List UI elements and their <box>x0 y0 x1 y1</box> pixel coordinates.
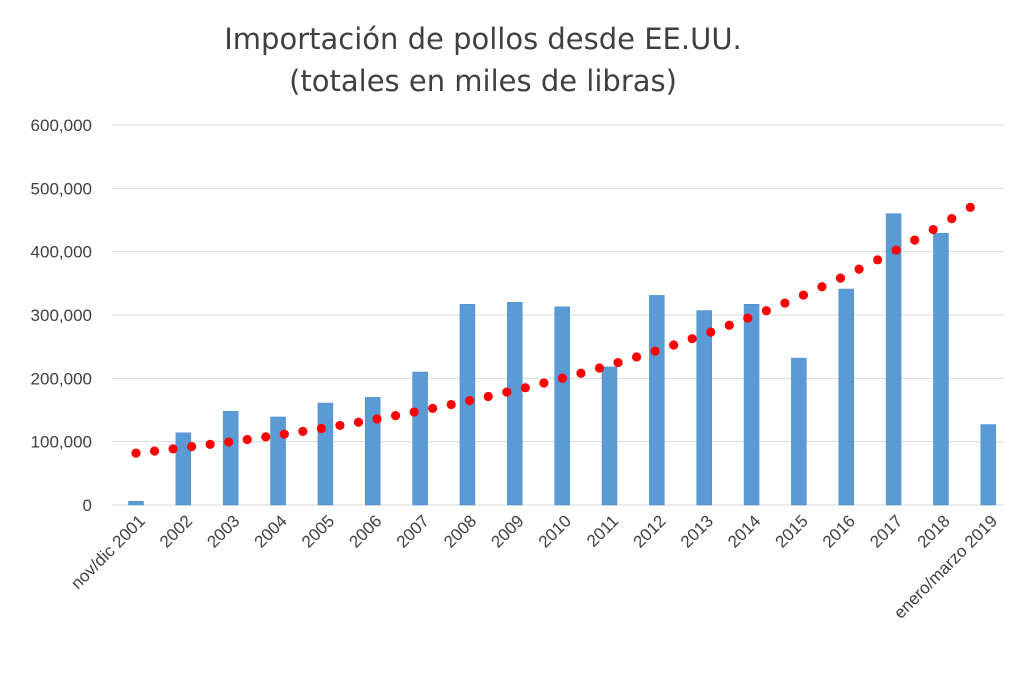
trendline-dot <box>724 320 734 330</box>
bar <box>696 310 712 506</box>
trendline-dot <box>928 224 938 235</box>
x-tick-label: 2016 <box>819 511 859 551</box>
trendline-dot <box>835 273 846 283</box>
trendline-dot <box>650 346 660 356</box>
chart-title-line1: Importación de pollos desde EE.UU. <box>224 22 742 56</box>
bar <box>507 302 523 506</box>
trendline-dot <box>502 387 512 397</box>
bar <box>791 357 807 506</box>
x-tick-label: 2002 <box>156 511 196 551</box>
y-tick-label: 300,000 <box>31 306 92 325</box>
trendline-dot <box>539 378 549 388</box>
trendline-dot <box>891 245 901 255</box>
trendline-dot <box>947 214 957 224</box>
x-tick-label: 2010 <box>535 511 575 551</box>
bar <box>838 288 854 506</box>
trendline-dot <box>242 434 252 445</box>
x-tick-label: 2006 <box>345 511 385 551</box>
bar <box>933 233 949 506</box>
trendline-dot <box>798 290 809 300</box>
y-tick-label: 100,000 <box>31 433 92 452</box>
x-axis-ticks: nov/dic 2001 2002 2003 2004 2005 2006 2007 2008… <box>67 511 1001 622</box>
trendline-dot <box>390 410 401 421</box>
bar <box>980 424 997 506</box>
x-tick-label: 2012 <box>629 511 669 551</box>
bar <box>412 371 428 506</box>
y-tick-label: 0 <box>83 496 92 515</box>
bar <box>743 303 760 506</box>
x-tick-label: 2018 <box>914 511 954 551</box>
x-tick-label: 2014 <box>724 511 764 551</box>
bar <box>554 306 570 506</box>
trendline-dot <box>483 391 493 402</box>
bar <box>459 303 476 506</box>
trendline-dot <box>594 363 605 373</box>
trendline-dot <box>372 414 382 424</box>
x-tick-label: nov/dic 2001 <box>67 511 149 593</box>
x-tick-label: 2013 <box>677 511 717 551</box>
trendline-dot <box>761 306 771 316</box>
y-axis-ticks: 0 100,000 200,000 300,000 400,000 500,000 600,… <box>31 116 92 515</box>
trendline-dot <box>780 298 790 308</box>
bars <box>128 213 997 506</box>
trendline-dot <box>817 282 827 292</box>
x-tick-label: 2008 <box>440 511 480 551</box>
bar <box>365 397 381 506</box>
bar <box>649 295 665 506</box>
trendline-dot <box>965 202 975 212</box>
bar <box>128 500 144 506</box>
trendline-dot <box>428 403 438 413</box>
y-tick-label: 600,000 <box>31 116 92 135</box>
chart-title-line2: (totales en miles de libras) <box>289 64 677 98</box>
trendline-dot <box>149 446 160 456</box>
x-tick-label: 2009 <box>487 511 527 551</box>
x-tick-label: 2004 <box>251 511 291 551</box>
trendline-dot <box>335 420 345 431</box>
x-tick-label: 2003 <box>203 511 243 551</box>
trendline-dot <box>205 439 215 449</box>
trendline-dot <box>520 383 530 393</box>
trendline-dot <box>131 448 141 458</box>
trendline-dot <box>409 407 419 417</box>
trendline <box>131 202 975 458</box>
trendline-dot <box>687 334 697 344</box>
bar <box>317 402 334 506</box>
trendline-dot <box>465 395 475 406</box>
y-tick-label: 500,000 <box>31 179 92 198</box>
trendline-dot <box>298 426 308 436</box>
trendline-dot <box>316 423 326 434</box>
trendline-dot <box>261 432 271 442</box>
trendline-dot <box>224 437 234 447</box>
bar <box>885 213 902 506</box>
bar <box>601 366 618 506</box>
y-tick-label: 400,000 <box>31 243 92 262</box>
bar <box>222 411 239 506</box>
x-tick-label: 2005 <box>298 511 338 551</box>
x-tick-label: 2017 <box>866 511 906 551</box>
trendline-dot <box>631 352 642 362</box>
trendline-dot <box>854 264 864 274</box>
chart-title: Importación de pollos desde EE.UU. (tota… <box>0 18 966 102</box>
trendline-dot <box>187 442 197 452</box>
trendline-dot <box>279 429 289 439</box>
trendline-dot <box>168 444 178 454</box>
x-tick-label: 2011 <box>583 511 622 550</box>
trendline-dot <box>613 357 623 368</box>
trendline-dot <box>557 373 568 383</box>
trendline-dot <box>743 313 753 323</box>
trendline-dot <box>706 327 716 337</box>
trendline-dot <box>576 368 586 378</box>
x-tick-label: 2007 <box>393 511 433 551</box>
trendline-dot <box>873 255 883 265</box>
trendline-dot <box>446 399 456 410</box>
x-tick-label: 2015 <box>772 511 812 551</box>
trendline-dot <box>353 417 364 427</box>
trendline-dot <box>669 340 679 350</box>
bar <box>270 416 286 506</box>
y-tick-label: 200,000 <box>31 369 92 388</box>
trendline-dot <box>910 235 920 245</box>
bar <box>175 432 192 506</box>
